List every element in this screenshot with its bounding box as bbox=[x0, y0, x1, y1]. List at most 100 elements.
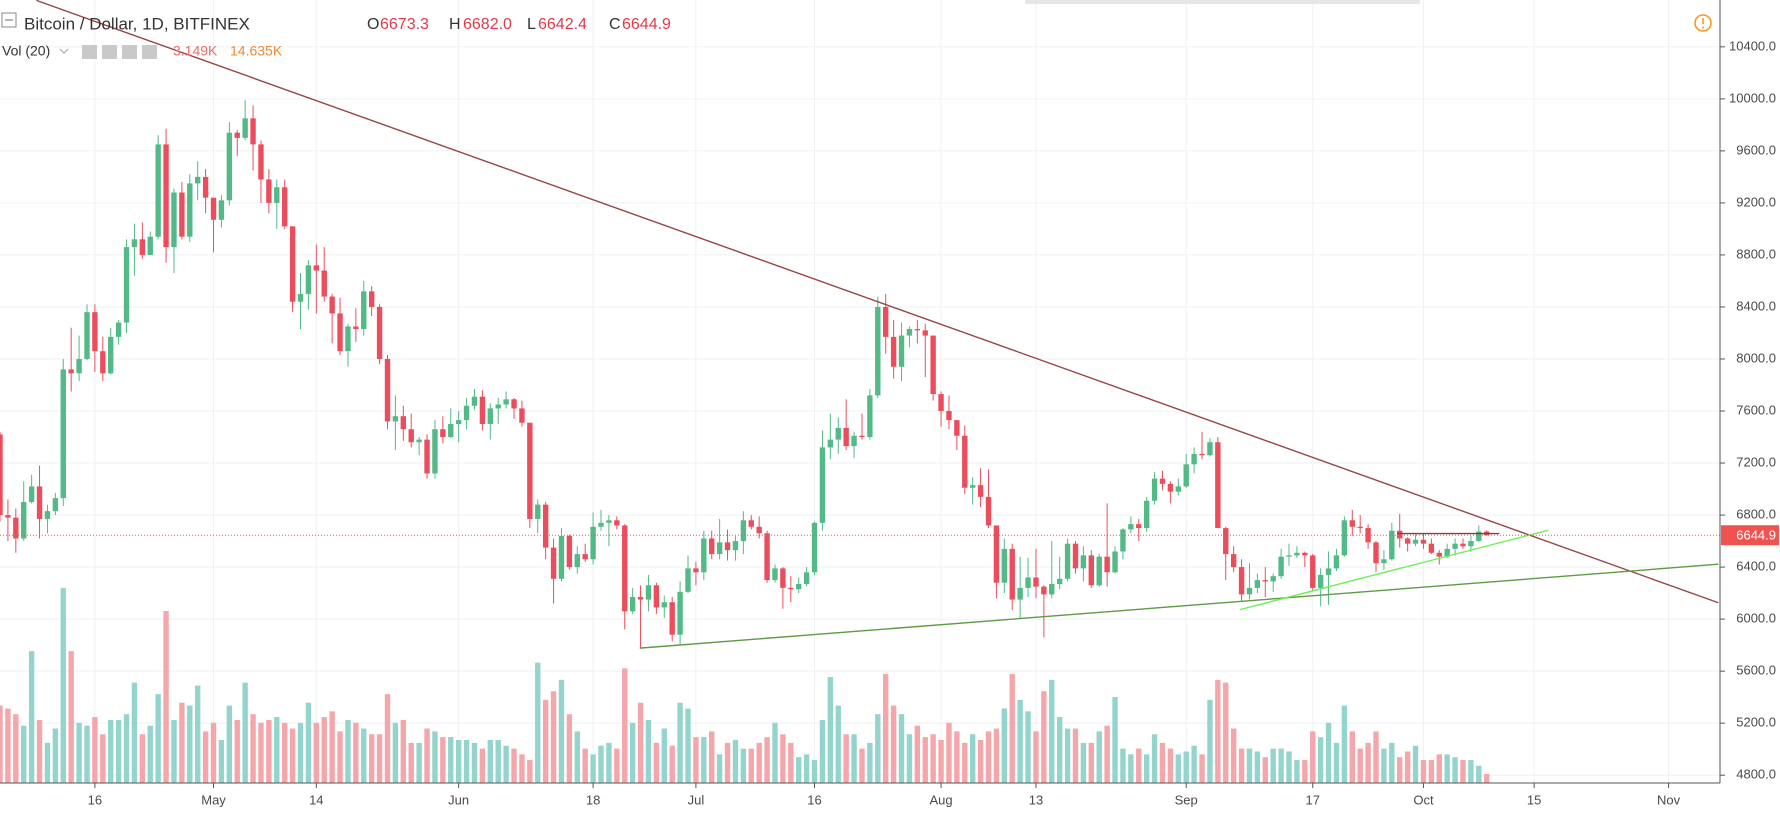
volume-bar bbox=[171, 719, 177, 783]
candle-body bbox=[234, 132, 240, 138]
volume-bar bbox=[195, 685, 201, 783]
trend-line bbox=[36, 0, 1719, 604]
collapse-icon[interactable] bbox=[1, 12, 17, 28]
candle-body bbox=[590, 526, 596, 560]
candle-body bbox=[772, 568, 778, 581]
volume-bar bbox=[1373, 731, 1379, 783]
y-tick-label: 5200.0 bbox=[1736, 715, 1776, 730]
candle-body bbox=[946, 411, 952, 421]
volume-bar bbox=[432, 731, 438, 783]
volume-bar bbox=[796, 757, 802, 783]
volume-bar bbox=[313, 722, 320, 783]
candle-layer bbox=[0, 100, 1490, 648]
x-tick-label: May bbox=[201, 792, 226, 807]
candle-body bbox=[1072, 543, 1079, 569]
candle-body bbox=[289, 226, 296, 302]
candle-body bbox=[448, 424, 454, 438]
candle-body bbox=[511, 399, 517, 409]
volume-bar bbox=[788, 742, 794, 783]
candle-body bbox=[977, 485, 984, 497]
candle-body bbox=[1104, 556, 1110, 573]
volume-bar bbox=[661, 728, 667, 783]
candle-body bbox=[535, 504, 541, 519]
candle-body bbox=[440, 429, 446, 438]
candle-body bbox=[1333, 555, 1340, 569]
candle-body bbox=[1428, 543, 1435, 553]
volume-bar bbox=[780, 734, 786, 783]
add-icon[interactable] bbox=[122, 45, 137, 59]
volume-bar bbox=[1183, 751, 1189, 783]
volume-bar bbox=[84, 725, 90, 783]
volume-bar bbox=[938, 740, 944, 783]
candle-body bbox=[1112, 551, 1118, 573]
volume-bar bbox=[550, 691, 557, 783]
candle-body bbox=[1009, 548, 1015, 600]
candle-body bbox=[1452, 543, 1458, 549]
candle-body bbox=[100, 351, 106, 374]
candle-body bbox=[1199, 453, 1205, 456]
candle-body bbox=[558, 535, 565, 579]
candle-body bbox=[1033, 577, 1039, 587]
volume-bar bbox=[503, 745, 509, 783]
candle-body bbox=[1080, 555, 1087, 569]
volume-bar bbox=[890, 705, 897, 783]
candle-body bbox=[21, 502, 27, 539]
candle-body bbox=[108, 336, 114, 374]
volume-bar bbox=[606, 742, 612, 783]
dropdown-icon[interactable] bbox=[59, 48, 69, 54]
volume-bar bbox=[28, 651, 35, 783]
volume-bar bbox=[408, 742, 414, 783]
candle-body bbox=[1136, 524, 1142, 529]
ohlc-letter: C bbox=[609, 16, 621, 33]
volume-bar bbox=[566, 714, 573, 783]
volume-bar bbox=[645, 719, 652, 783]
volume-bar bbox=[1207, 699, 1213, 783]
volume-bar bbox=[115, 719, 122, 783]
candle-body bbox=[724, 542, 731, 551]
last-price-tag bbox=[1721, 525, 1779, 546]
candle-body bbox=[1302, 552, 1308, 556]
candle-body bbox=[361, 291, 367, 330]
candle-body bbox=[1349, 520, 1355, 527]
candle-body bbox=[179, 192, 185, 237]
x-tick-label: 16 bbox=[807, 792, 821, 807]
volume-bar bbox=[811, 760, 818, 783]
candle-body bbox=[28, 486, 35, 503]
candle-body bbox=[68, 369, 74, 374]
volume-bar bbox=[946, 722, 952, 783]
volume-ma-value: 14.635K bbox=[230, 43, 283, 59]
x-tick-label: 17 bbox=[1306, 792, 1320, 807]
volume-bar bbox=[100, 734, 106, 783]
volume-bar bbox=[748, 748, 754, 783]
y-tick-label: 6800.0 bbox=[1736, 507, 1776, 522]
y-tick-label: 9600.0 bbox=[1736, 142, 1776, 157]
eye-icon[interactable] bbox=[82, 45, 97, 59]
remove-icon[interactable] bbox=[142, 45, 157, 59]
alert-icon[interactable] bbox=[1694, 14, 1712, 32]
volume-bar bbox=[1270, 748, 1276, 783]
volume-bar bbox=[653, 742, 660, 783]
volume-bar bbox=[985, 731, 992, 783]
candle-body bbox=[1460, 543, 1466, 547]
settings-icon[interactable] bbox=[102, 45, 117, 59]
volume-bar bbox=[701, 737, 707, 783]
volume-bar bbox=[598, 745, 604, 783]
candle-body bbox=[890, 336, 897, 367]
candle-body bbox=[985, 496, 992, 526]
volume-bar bbox=[1215, 679, 1221, 783]
candle-body bbox=[1041, 586, 1047, 595]
volume-bar bbox=[1167, 748, 1174, 783]
y-tick-label: 10400.0 bbox=[1729, 38, 1776, 53]
volume-bar bbox=[637, 702, 644, 783]
candle-body bbox=[1397, 530, 1403, 539]
candle-body bbox=[685, 568, 691, 592]
volume-value: 3.149K bbox=[173, 43, 218, 59]
volume-bar bbox=[843, 734, 849, 783]
candle-body bbox=[1238, 567, 1245, 595]
candle-body bbox=[242, 118, 248, 138]
candle-body bbox=[914, 329, 921, 331]
volume-bar bbox=[424, 728, 430, 783]
ohlc-letter: L bbox=[527, 16, 536, 33]
candle-body bbox=[463, 405, 470, 421]
candle-body bbox=[622, 525, 628, 612]
